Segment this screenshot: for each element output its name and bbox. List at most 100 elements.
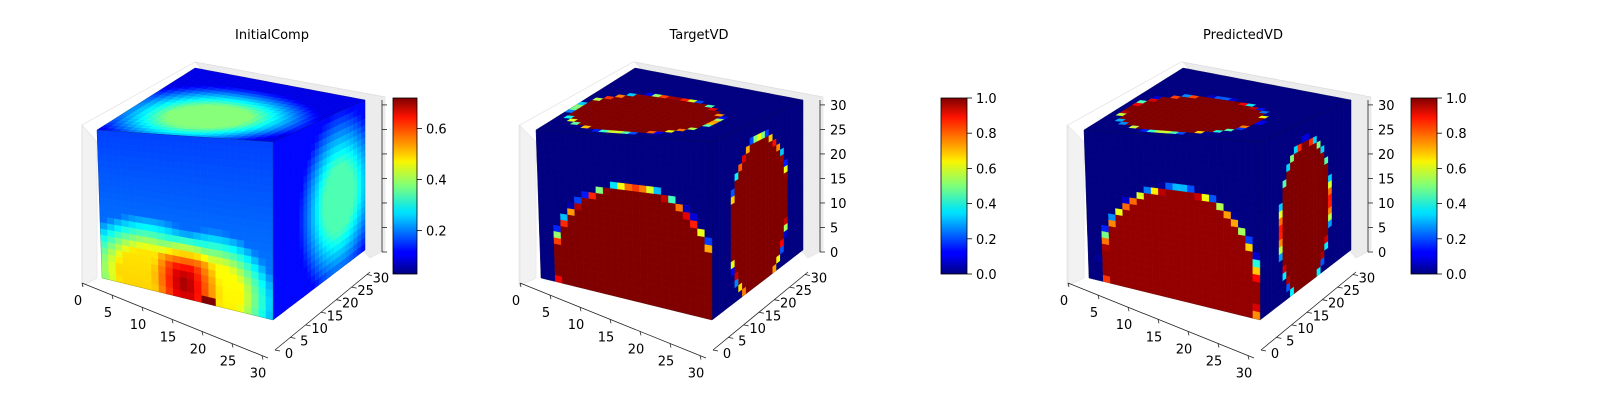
voxel-cell [609,141,618,150]
voxel-cell [617,182,626,191]
voxel-cell [243,197,252,207]
voxel-cell [221,180,230,189]
colorbar-ticks: 0.00.20.40.60.81.0 [967,92,997,283]
voxel-cell [551,162,560,170]
voxel-cell [104,148,113,157]
front-face [1083,129,1261,321]
voxel-cell [597,285,606,295]
voxel-cell [265,185,274,195]
voxel-cell [163,174,172,183]
voxel-cell [1157,134,1166,143]
voxel-cell [631,143,639,152]
voxel-cell [610,194,619,204]
voxel-cell [550,149,559,158]
x-tick-label: 15 [598,330,615,345]
voxel-cell [653,200,662,210]
voxel-cell [1105,137,1114,146]
voxel-cell [544,173,553,182]
voxel-cell [1091,148,1100,157]
voxel-cell [178,189,187,198]
voxel-cell [623,142,632,151]
voxel-cell [682,233,691,243]
voxel-cell [543,148,552,157]
y-tick-label: 5 [738,334,746,349]
panel-targetvd: TargetVD 0510152025300510152025300510152… [512,28,997,382]
voxel-cell [631,197,640,207]
voxel-cell [177,155,186,164]
voxel-cell [638,171,647,180]
voxel-cell [544,167,553,176]
voxel-cell [228,138,237,147]
voxel-cell [690,191,698,200]
voxel-cell [1136,185,1145,194]
voxel-cell [616,155,625,164]
voxel-cell [1114,189,1123,198]
voxel-cell [646,199,655,209]
voxel-cell [120,175,128,184]
voxel-cell [668,188,676,198]
voxel-cell [170,148,179,156]
voxel-cell [156,179,165,188]
x-tick-label: 20 [190,342,207,357]
voxel-cell [228,160,237,169]
voxel-cell [559,181,568,190]
voxel-cell [1143,166,1152,175]
voxel-cell [126,138,135,146]
voxel-cell [140,132,149,141]
voxel-cell [1092,161,1101,169]
voxel-cell [610,188,618,197]
y-tick-label: 5 [300,334,308,349]
y-tick-label: 20 [342,297,359,312]
voxel-cell [236,189,245,198]
voxel-cell [162,140,171,149]
voxel-cell [1091,130,1100,138]
voxel-cell [580,165,589,173]
voxel-cell [133,145,142,153]
voxel-cell [1091,155,1100,163]
voxel-cell [646,213,655,223]
voxel-cell [573,164,582,173]
voxel-cell [1083,135,1092,144]
voxel-cell [1098,143,1107,151]
voxel-cell [1113,157,1122,165]
voxel-cell [170,154,179,163]
voxel-cell [580,158,589,167]
voxel-cell [1120,151,1129,160]
voxel-cell [1136,192,1145,201]
voxel-cell [119,150,128,158]
voxel-cell [134,157,143,166]
voxel-cell [134,190,143,199]
voxel-cell [192,170,201,179]
voxel-cell [580,145,589,154]
voxel-cell [654,221,662,231]
voxel-cell [1098,137,1107,145]
voxel-cell [214,214,223,224]
voxel-cell [689,140,698,149]
voxel-cell [199,178,208,187]
voxel-cell [587,172,596,181]
voxel-cell [579,139,588,147]
y-tick-label: 0 [285,347,293,362]
voxel-cell [258,235,266,245]
z-tick-label: 0 [830,246,838,261]
voxel-cell [185,183,194,192]
voxel-cell [609,154,618,163]
voxel-cell [646,206,655,216]
voxel-cell [653,207,662,217]
voxel-cell [660,187,669,197]
voxel-cell [603,200,611,209]
voxel-cell [258,228,266,238]
voxel-cell [1084,154,1093,162]
voxel-cell [228,167,237,176]
front-face [96,129,274,321]
voxel-cell [565,131,574,140]
voxel-cell [265,141,274,150]
voxel-cell [1114,170,1123,178]
voxel-cell [602,180,611,189]
voxel-cell [236,139,244,148]
voxel-cell [149,178,158,187]
colorbar-tick-label: 0.6 [976,162,997,177]
voxel-cell [653,179,662,189]
voxel-cell [1142,160,1151,168]
voxel-cell [243,211,252,221]
